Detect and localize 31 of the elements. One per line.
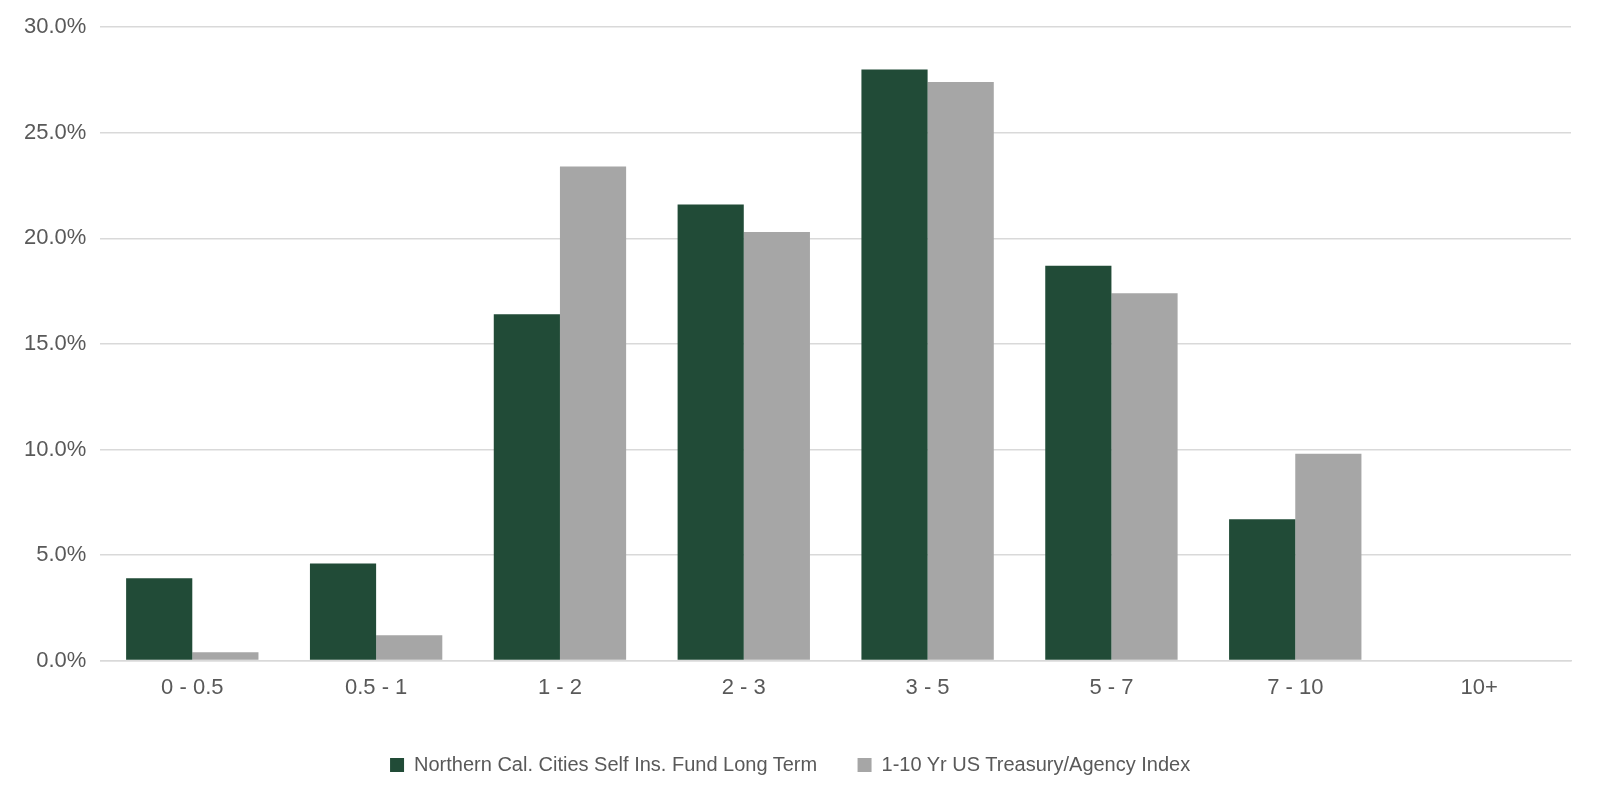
y-tick-label: 30.0%	[23, 13, 87, 39]
bar	[493, 314, 560, 660]
y-tick-label: 0.0%	[36, 646, 87, 672]
y-tick-label: 25.0%	[23, 118, 87, 144]
bar	[927, 82, 994, 660]
legend-label: 1-10 Yr US Treasury/Agency Index	[881, 752, 1191, 775]
y-tick-label: 5.0%	[36, 541, 87, 567]
bar	[1229, 519, 1296, 660]
y-tick-label: 20.0%	[23, 224, 87, 250]
x-tick-label: 3 - 5	[905, 673, 950, 699]
bar	[309, 563, 377, 660]
bar	[376, 635, 443, 660]
x-tick-label: 0 - 0.5	[161, 673, 224, 699]
x-tick-label: 1 - 2	[537, 673, 582, 699]
bar	[559, 166, 627, 660]
x-tick-label: 5 - 7	[1089, 673, 1134, 699]
bar	[1295, 453, 1362, 660]
bar	[1045, 265, 1112, 660]
x-tick-label: 2 - 3	[721, 673, 766, 699]
x-tick-label: 7 - 10	[1267, 673, 1324, 699]
bar	[126, 578, 193, 660]
bar	[743, 232, 810, 660]
bar	[861, 69, 928, 660]
y-tick-label: 15.0%	[23, 329, 87, 355]
x-tick-label: 10+	[1460, 673, 1498, 699]
bar	[192, 652, 259, 660]
bar	[1111, 293, 1178, 660]
bar	[677, 204, 744, 660]
x-tick-label: 0.5 - 1	[344, 673, 408, 699]
y-tick-label: 10.0%	[23, 435, 87, 461]
legend-label: Northern Cal. Cities Self Ins. Fund Long Term	[414, 752, 818, 775]
